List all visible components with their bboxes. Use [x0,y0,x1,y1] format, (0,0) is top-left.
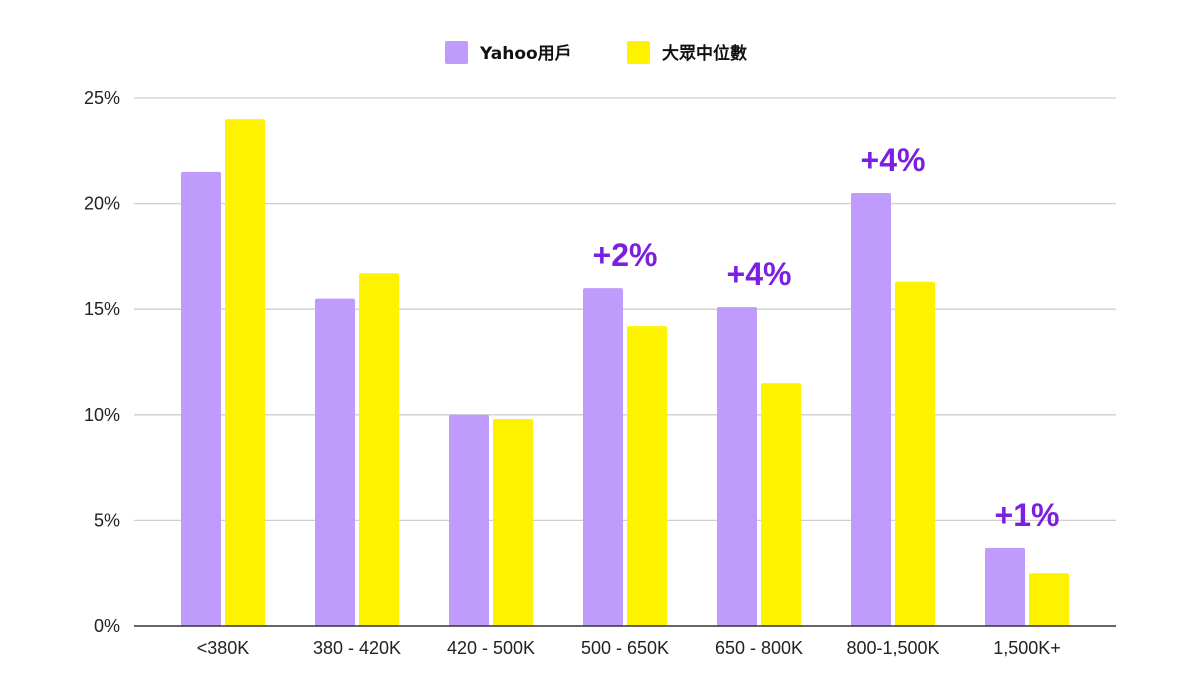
x-tick-label: 1,500K+ [993,638,1061,658]
bar [851,193,891,627]
x-tick-label: 500 - 650K [581,638,669,658]
bar [627,326,667,626]
legend-label: Yahoo用戶 [479,43,572,64]
bar [761,383,801,626]
y-tick-label: 25% [84,88,120,108]
y-tick-label: 0% [94,616,120,636]
bar [985,547,1025,626]
y-tick-label: 20% [84,194,120,214]
bar [895,281,935,626]
difference-annotation: +2% [593,237,658,273]
labels: <380K 380 - 420K 420 - 500K 500 - 650K 650 -… [197,142,1061,658]
bar [583,288,623,626]
y-tick-label: 10% [84,405,120,425]
x-tick-label: 650 - 800K [715,638,803,658]
difference-annotation: +1% [995,497,1060,533]
x-tick-label: 420 - 500K [447,638,535,658]
axes: 0% 5% 10% 15% 20% 25% [84,88,1116,636]
y-tick-label: 5% [94,510,120,530]
y-tick-label: 15% [84,299,120,319]
bar [181,171,221,627]
legend-swatch [445,41,468,64]
gridlines [134,97,1116,522]
bars [181,119,1069,627]
bar [359,273,399,626]
bar [225,119,265,627]
bar [717,307,757,626]
bar [315,298,355,626]
bar [449,414,489,626]
legend-swatch [627,41,650,64]
difference-annotation: +4% [727,256,792,292]
x-tick-label: <380K [197,638,250,658]
x-tick-label: 380 - 420K [313,638,401,658]
legend-label: 大眾中位數 [662,43,747,64]
x-tick-label: 800-1,500K [846,638,939,658]
bar [1029,573,1069,626]
bar [493,419,533,626]
legend: Yahoo用戶 大眾中位數 [445,41,747,64]
difference-annotation: +4% [861,142,926,178]
